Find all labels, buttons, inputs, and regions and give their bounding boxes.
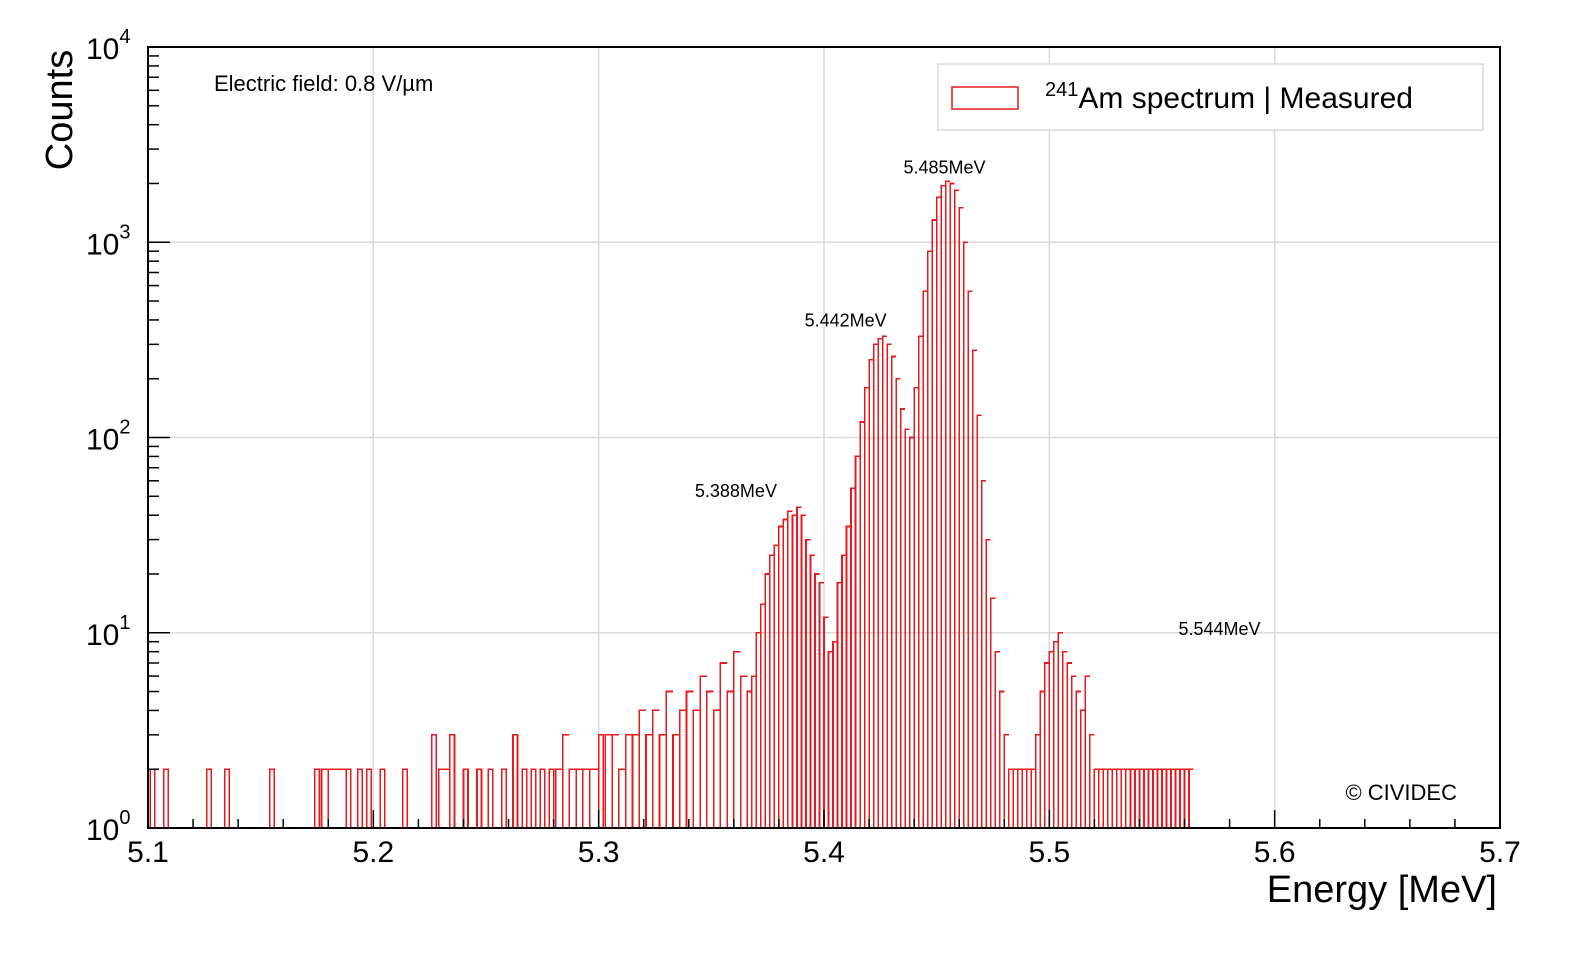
legend-label: 241Am spectrum | Measured (1045, 79, 1413, 115)
axis-ticks (147, 46, 1501, 829)
spectrum-series-line (149, 180, 1194, 828)
legend-box (937, 63, 1484, 131)
y-tick-label: 103 (86, 221, 131, 261)
y-tick-label: 104 (86, 26, 131, 66)
copyright-annotation: © CIVIDEC (1345, 780, 1457, 805)
y-axis-label: Counts (39, 50, 81, 170)
legend: 241Am spectrum | Measured (937, 63, 1484, 131)
peak-label: 5.442MeV (805, 310, 887, 330)
electric-field-annotation: Electric field: 0.8 V/µm (214, 71, 433, 96)
x-tick-labels: 5.1 5.2 5.3 5.4 5.5 5.6 5.7 (127, 836, 1521, 869)
peak-label: 5.388MeV (695, 481, 777, 501)
x-tick-label: 5.4 (803, 836, 845, 869)
peak-labels: 5.388MeV 5.442MeV 5.485MeV 5.544MeV (695, 157, 1261, 638)
legend-text: Am spectrum | Measured (1078, 82, 1413, 115)
y-tick-labels: 100 101 102 103 104 (86, 26, 131, 847)
y-tick-label: 102 (86, 417, 131, 457)
plot-frame (147, 46, 1501, 829)
peak-label: 5.485MeV (903, 157, 985, 177)
x-tick-label: 5.2 (352, 836, 394, 869)
legend-superscript: 241 (1045, 79, 1078, 101)
x-tick-label: 5.1 (127, 836, 169, 869)
y-tick-label: 100 (86, 807, 131, 847)
x-tick-label: 5.6 (1254, 836, 1296, 869)
x-tick-label: 5.3 (578, 836, 620, 869)
legend-swatch (951, 86, 1019, 110)
x-tick-label: 5.7 (1479, 836, 1521, 869)
peak-label: 5.544MeV (1178, 619, 1260, 639)
x-tick-label: 5.5 (1028, 836, 1070, 869)
y-tick-label: 101 (86, 612, 131, 652)
x-axis-label: Energy [MeV] (1267, 869, 1497, 911)
